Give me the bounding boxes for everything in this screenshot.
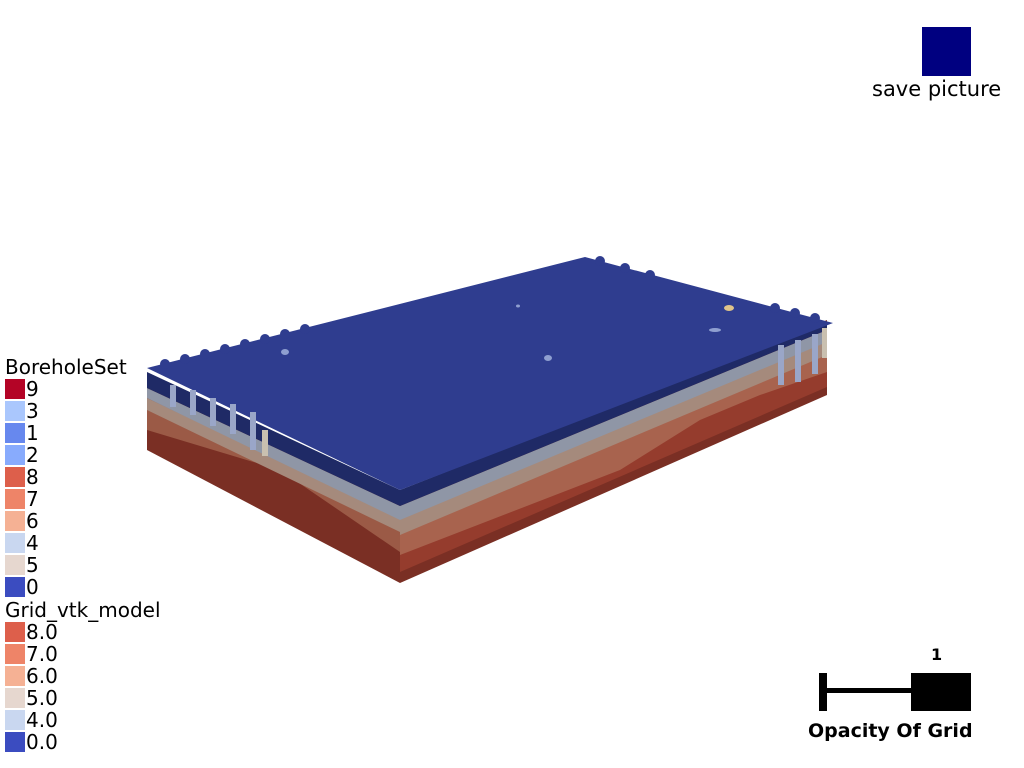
grid-legend-swatch [5, 644, 25, 664]
grid-legend-entry: 6.0 [5, 665, 161, 687]
grid-legend-entry: 5.0 [5, 687, 161, 709]
borehole-legend-swatch [5, 423, 25, 443]
grid-legend-title: Grid_vtk_model [5, 598, 161, 622]
borehole-legend-entry: 0 [5, 576, 127, 598]
borehole-legend-entry: 8 [5, 466, 127, 488]
borehole-legend-swatch [5, 533, 25, 553]
borehole-legend-swatch [5, 445, 25, 465]
grid-legend-entry: 0.0 [5, 731, 161, 753]
borehole-legend-entry: 3 [5, 400, 127, 422]
surface-marks [281, 304, 734, 361]
grid-legend-swatch [5, 666, 25, 686]
grid-legend-label: 7.0 [26, 642, 58, 666]
opacity-slider-handle[interactable] [911, 673, 971, 711]
opacity-slider-track[interactable] [824, 688, 914, 693]
grid-legend-swatch [5, 622, 25, 642]
grid-legend-label: 8.0 [26, 620, 58, 644]
opacity-slider-min-cap [819, 673, 827, 711]
borehole-legend-label: 6 [26, 509, 39, 533]
borehole-legend-swatch [5, 577, 25, 597]
grid-legend-label: 0.0 [26, 730, 58, 754]
borehole-legend-swatch [5, 401, 25, 421]
grid-legend-label: 4.0 [26, 708, 58, 732]
model-front-face [400, 320, 827, 583]
borehole-legend-label: 3 [26, 399, 39, 423]
borehole-legend-label: 7 [26, 487, 39, 511]
grid-legend-swatch [5, 710, 25, 730]
opacity-slider-value: 1 [931, 645, 943, 664]
layer-grey [400, 330, 827, 520]
grid-legend-label: 6.0 [26, 664, 58, 688]
borehole-legend-label: 9 [26, 377, 39, 401]
save-picture-label: save picture [872, 77, 1002, 101]
borehole-legend-entry: 4 [5, 532, 127, 554]
borehole-legend-swatch [5, 489, 25, 509]
borehole-legend-swatch [5, 511, 25, 531]
opacity-slider-label: Opacity Of Grid [808, 720, 973, 742]
borehole-legend-entry: 1 [5, 422, 127, 444]
borehole-legend-entry: 5 [5, 554, 127, 576]
grid-legend-entries: 8.0 7.0 6.0 5.0 4.0 0.0 [5, 621, 161, 753]
grid-legend-swatch [5, 688, 25, 708]
grid-legend-swatch [5, 732, 25, 752]
borehole-legend-title: BoreholeSet [5, 355, 127, 379]
grid-legend-entry: 8.0 [5, 621, 161, 643]
borehole-markers [160, 256, 820, 369]
borehole-legend-entry: 7 [5, 488, 127, 510]
left-tan [147, 398, 400, 532]
borehole-legend-label: 4 [26, 531, 39, 555]
borehole-legend-label: 2 [26, 443, 39, 467]
borehole-columns [170, 328, 827, 456]
borehole-legend-entry: 2 [5, 444, 127, 466]
grid-legend: Grid_vtk_model 8.0 7.0 6.0 5.0 4.0 0.0 [5, 599, 161, 753]
grid-legend-entry: 7.0 [5, 643, 161, 665]
grid-legend-label: 5.0 [26, 686, 58, 710]
layer-dark-blue [400, 322, 827, 506]
borehole-legend-swatch [5, 379, 25, 399]
borehole-legend-entry: 6 [5, 510, 127, 532]
save-picture-button[interactable] [922, 27, 971, 76]
borehole-legend-label: 0 [26, 575, 39, 599]
borehole-legend-label: 5 [26, 553, 39, 577]
model-top-face [147, 257, 833, 490]
grid-legend-entry: 4.0 [5, 709, 161, 731]
borehole-legend-swatch [5, 555, 25, 575]
borehole-legend-swatch [5, 467, 25, 487]
borehole-legend-label: 8 [26, 465, 39, 489]
borehole-legend-label: 1 [26, 421, 39, 445]
borehole-legend-entry: 9 [5, 378, 127, 400]
